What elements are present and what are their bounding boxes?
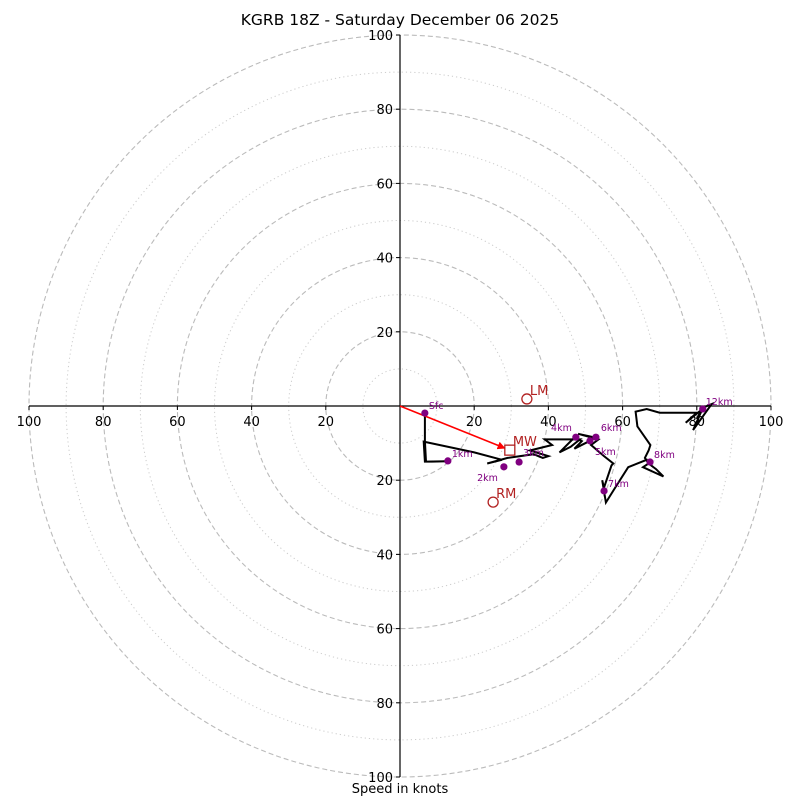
height-marker-4km bbox=[572, 433, 580, 441]
height-label-5km: 5km bbox=[595, 447, 616, 458]
height-label-2km: 2km bbox=[477, 473, 498, 484]
height-marker-7km bbox=[600, 487, 608, 495]
height-marker-3km bbox=[515, 458, 523, 466]
mean-wind-vector bbox=[399, 405, 506, 450]
storm-motion-label-RM: RM bbox=[496, 487, 516, 502]
storm-motion-marker-MW bbox=[504, 444, 516, 456]
height-markers: Sfc 1km 2km 3km 4km 5km 6km 7km 8km 12km bbox=[421, 397, 733, 495]
y-tick-label: 20 bbox=[376, 474, 393, 489]
x-axis-label: Speed in knots bbox=[351, 782, 449, 797]
tick-labels: 100 80 60 40 20 20 40 60 80 100 100 80 60 40 20 20 40 60 8… bbox=[17, 29, 784, 786]
y-tick-label: 40 bbox=[376, 252, 393, 267]
x-tick-label: 100 bbox=[759, 415, 784, 430]
y-tick-label: 20 bbox=[376, 326, 393, 341]
height-label-Sfc: Sfc bbox=[429, 401, 444, 412]
storm-motion-marker-RM bbox=[487, 496, 499, 508]
storm-motion-markers: LM RM MW bbox=[487, 384, 548, 508]
storm-motion-label-MW: MW bbox=[513, 435, 537, 450]
x-tick-label: 60 bbox=[614, 415, 631, 430]
height-label-8km: 8km bbox=[654, 450, 675, 461]
height-marker-12km bbox=[699, 405, 707, 413]
height-label-1km: 1km bbox=[452, 449, 473, 460]
wind-trace-line bbox=[422, 401, 715, 506]
y-tick-label: 80 bbox=[376, 697, 393, 712]
y-tick-label: 80 bbox=[376, 103, 393, 118]
x-tick-label: 40 bbox=[243, 415, 260, 430]
mean-wind-vector-group bbox=[399, 405, 506, 450]
x-tick-label: 40 bbox=[540, 415, 557, 430]
y-tick-label: 100 bbox=[368, 771, 393, 786]
height-marker-8km bbox=[646, 458, 654, 466]
height-label-12km: 12km bbox=[706, 397, 733, 408]
height-label-6km: 6km bbox=[601, 423, 622, 434]
y-tick-label: 40 bbox=[376, 548, 393, 563]
height-marker-Sfc bbox=[421, 409, 429, 417]
x-tick-label: 60 bbox=[169, 415, 186, 430]
height-label-3km: 3km bbox=[523, 448, 544, 459]
height-label-4km: 4km bbox=[551, 423, 572, 434]
y-tick-label: 60 bbox=[376, 623, 393, 638]
storm-motion-label-LM: LM bbox=[530, 384, 548, 399]
x-tick-label: 20 bbox=[318, 415, 335, 430]
wind-trace bbox=[422, 401, 715, 506]
height-marker-6km bbox=[592, 433, 600, 441]
x-tick-label: 80 bbox=[95, 415, 112, 430]
y-tick-label: 60 bbox=[376, 177, 393, 192]
storm-motion-marker-LM bbox=[521, 393, 533, 405]
height-marker-5km bbox=[586, 437, 594, 445]
height-label-7km: 7km bbox=[608, 479, 629, 490]
x-tick-label: 100 bbox=[17, 415, 42, 430]
y-tick-label: 100 bbox=[368, 29, 393, 44]
height-marker-1km bbox=[444, 457, 452, 465]
chart-title: KGRB 18Z - Saturday December 06 2025 bbox=[240, 11, 560, 29]
height-marker-2km bbox=[500, 463, 508, 471]
x-tick-label: 20 bbox=[466, 415, 483, 430]
